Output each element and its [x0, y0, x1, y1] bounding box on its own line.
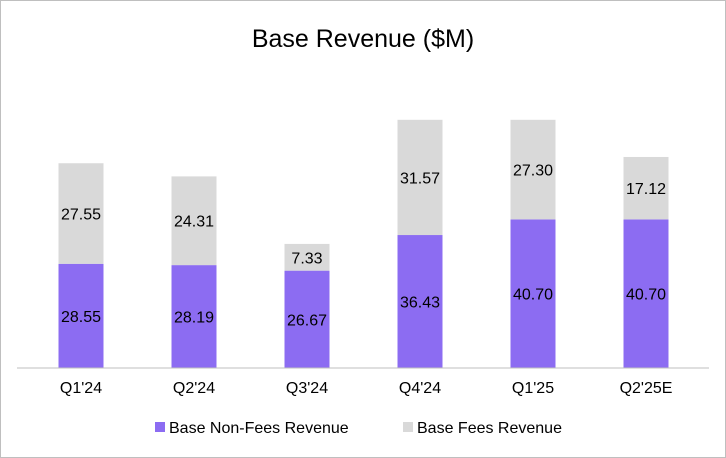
x-tick-label-q3-24: Q3'24 [286, 380, 328, 397]
data-label-base-non-fees-revenue-q2-25e: 40.70 [626, 287, 666, 304]
data-label-base-fees-revenue-q1-25: 27.30 [513, 163, 553, 180]
bar-base-non-fees-revenue-q2-24 [171, 265, 217, 368]
data-label-base-fees-revenue-q4-24: 31.57 [400, 170, 440, 187]
legend: Base Non-Fees Revenue Base Fees Revenue [155, 420, 562, 437]
bar-base-fees-revenue-q2-25e [623, 156, 669, 220]
legend-swatch-base-fees-revenue [403, 422, 413, 432]
bar-base-fees-revenue-q1-25 [510, 119, 556, 220]
bar-base-non-fees-revenue-q4-24 [397, 235, 443, 368]
bar-base-non-fees-revenue-q1-25 [510, 219, 556, 368]
legend-label-base-fees-revenue: Base Fees Revenue [417, 420, 562, 437]
bar-base-non-fees-revenue-q1-24 [58, 263, 104, 368]
data-label-base-fees-revenue-q2-24: 24.31 [174, 214, 214, 231]
bar-base-non-fees-revenue-q2-25e [623, 219, 669, 368]
x-tick-label-q1-25: Q1'25 [512, 380, 554, 397]
data-label-base-non-fees-revenue-q1-25: 40.70 [513, 287, 553, 304]
data-label-base-fees-revenue-q3-24: 7.33 [291, 250, 322, 267]
x-tick-label-q1-24: Q1'24 [60, 380, 102, 397]
chart-title: Base Revenue ($M) [252, 25, 474, 53]
data-label-base-non-fees-revenue-q3-24: 26.67 [287, 312, 327, 329]
data-label-base-non-fees-revenue-q4-24: 36.43 [400, 295, 440, 312]
data-label-base-non-fees-revenue-q1-24: 28.55 [61, 309, 101, 326]
bar-base-non-fees-revenue-q3-24 [284, 270, 330, 368]
x-tick-labels: Q1'24 Q2'24 Q3'24 Q4'24 Q1'25 Q2'25E [60, 380, 673, 397]
bars-layer: 28.55 27.55 28.19 24.31 26.67 7.33 36.43 31.57 4… [58, 119, 669, 368]
x-tick-label-q2-25e: Q2'25E [620, 380, 673, 397]
bar-base-fees-revenue-q1-24 [58, 163, 104, 264]
x-tick-label-q4-24: Q4'24 [399, 380, 441, 397]
data-label-base-non-fees-revenue-q2-24: 28.19 [174, 310, 214, 327]
data-label-base-fees-revenue-q1-24: 27.55 [61, 207, 101, 224]
legend-swatch-base-non-fees-revenue [155, 422, 165, 432]
bar-base-fees-revenue-q2-24 [171, 176, 217, 266]
bar-base-fees-revenue-q4-24 [397, 119, 443, 236]
legend-label-base-non-fees-revenue: Base Non-Fees Revenue [169, 420, 349, 437]
data-label-base-fees-revenue-q2-25e: 17.12 [626, 181, 666, 198]
x-tick-label-q2-24: Q2'24 [173, 380, 215, 397]
bar-base-fees-revenue-q3-24 [284, 243, 330, 271]
